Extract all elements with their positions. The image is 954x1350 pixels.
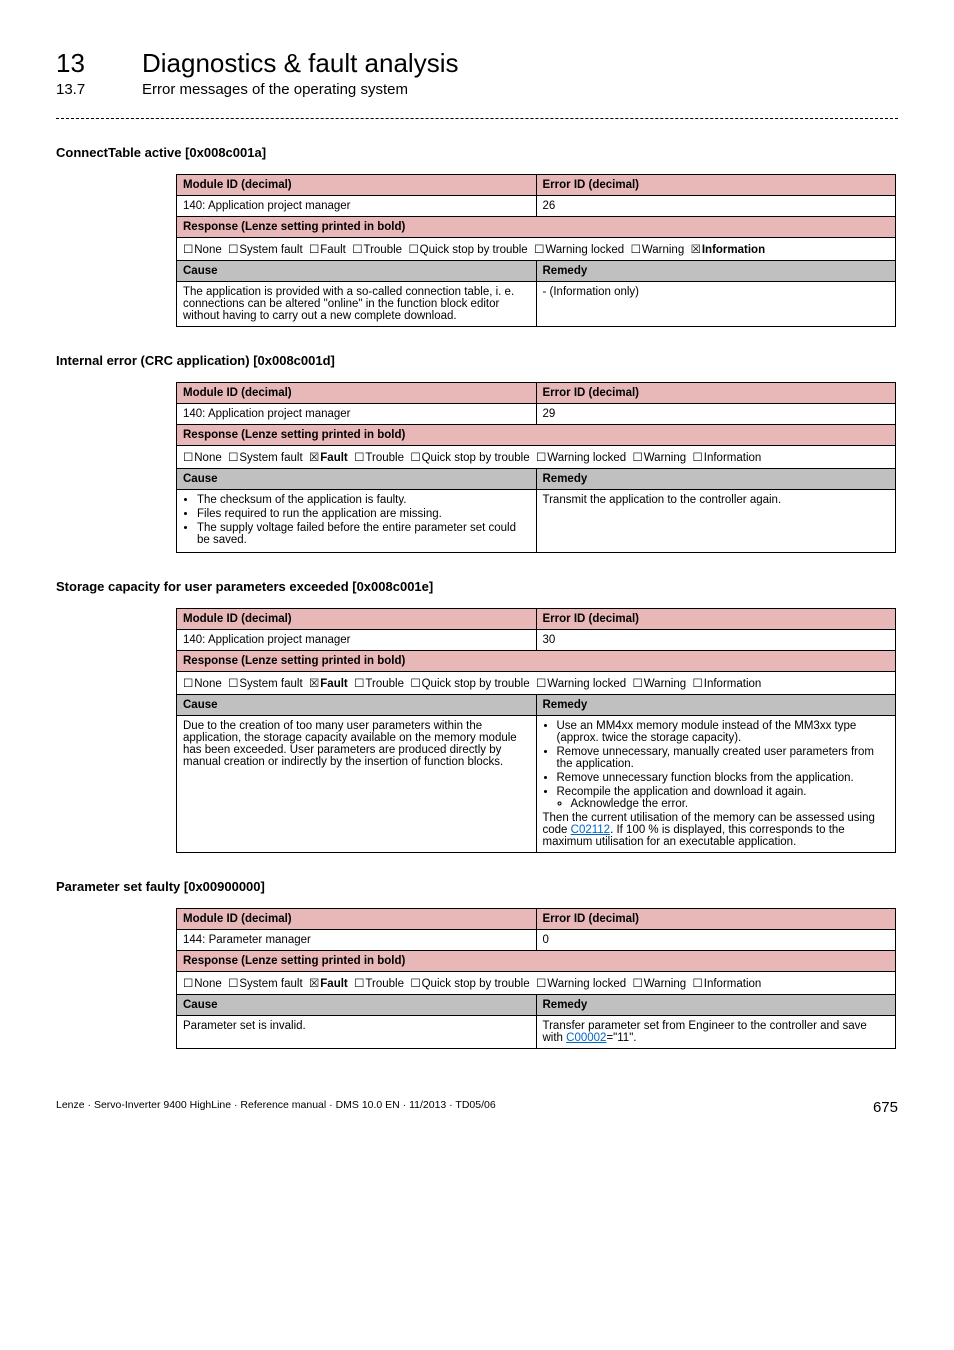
error-id-label: Error ID (decimal) <box>536 909 896 930</box>
code-link[interactable]: C00002 <box>566 1032 606 1044</box>
module-id-value: 144: Parameter manager <box>177 930 537 951</box>
subchapter-title: Error messages of the operating system <box>142 81 408 98</box>
module-id-label: Module ID (decimal) <box>177 383 537 404</box>
cause-label: Cause <box>177 469 537 490</box>
module-id-value: 140: Application project manager <box>177 196 537 217</box>
error-id-value: 0 <box>536 930 896 951</box>
response-options: ☐ None ☐ System fault ☐ Fault ☐ Trouble … <box>177 238 896 261</box>
module-id-label: Module ID (decimal) <box>177 609 537 630</box>
response-label: Response (Lenze setting printed in bold) <box>177 951 896 972</box>
error-table: Module ID (decimal)Error ID (decimal)144… <box>176 908 896 1049</box>
divider <box>56 118 898 119</box>
code-link[interactable]: C02112 <box>571 824 610 836</box>
remedy-label: Remedy <box>536 261 896 282</box>
error-heading: Storage capacity for user parameters exc… <box>56 579 898 594</box>
remedy-cell: Transfer parameter set from Engineer to … <box>536 1016 896 1049</box>
error-id-label: Error ID (decimal) <box>536 383 896 404</box>
module-id-value: 140: Application project manager <box>177 630 537 651</box>
remedy-cell: Transmit the application to the controll… <box>536 490 896 553</box>
response-options: ☐ None ☐ System fault ☒ Fault ☐ Trouble … <box>177 972 896 995</box>
remedy-cell: - (Information only) <box>536 282 896 327</box>
remedy-cell: Use an MM4xx memory module instead of th… <box>536 716 896 853</box>
error-id-label: Error ID (decimal) <box>536 609 896 630</box>
chapter-title: Diagnostics & fault analysis <box>142 48 458 79</box>
error-id-value: 26 <box>536 196 896 217</box>
error-heading: Parameter set faulty [0x00900000] <box>56 879 898 894</box>
cause-label: Cause <box>177 261 537 282</box>
response-options: ☐ None ☐ System fault ☒ Fault ☐ Trouble … <box>177 672 896 695</box>
remedy-label: Remedy <box>536 695 896 716</box>
error-table: Module ID (decimal)Error ID (decimal)140… <box>176 174 896 327</box>
cause-label: Cause <box>177 995 537 1016</box>
error-table: Module ID (decimal)Error ID (decimal)140… <box>176 608 896 853</box>
error-id-value: 29 <box>536 404 896 425</box>
error-id-label: Error ID (decimal) <box>536 175 896 196</box>
error-id-value: 30 <box>536 630 896 651</box>
cause-cell: The application is provided with a so-ca… <box>177 282 537 327</box>
cause-cell: Parameter set is invalid. <box>177 1016 537 1049</box>
error-heading: Internal error (CRC application) [0x008c… <box>56 353 898 368</box>
error-table: Module ID (decimal)Error ID (decimal)140… <box>176 382 896 553</box>
module-id-label: Module ID (decimal) <box>177 175 537 196</box>
module-id-label: Module ID (decimal) <box>177 909 537 930</box>
footer-text: Lenze · Servo-Inverter 9400 HighLine · R… <box>56 1099 496 1116</box>
chapter-number: 13 <box>56 48 142 79</box>
cause-cell: The checksum of the application is fault… <box>177 490 537 553</box>
subchapter-number: 13.7 <box>56 81 142 98</box>
response-label: Response (Lenze setting printed in bold) <box>177 217 896 238</box>
module-id-value: 140: Application project manager <box>177 404 537 425</box>
response-options: ☐ None ☐ System fault ☒ Fault ☐ Trouble … <box>177 446 896 469</box>
cause-cell: Due to the creation of too many user par… <box>177 716 537 853</box>
response-label: Response (Lenze setting printed in bold) <box>177 425 896 446</box>
error-heading: ConnectTable active [0x008c001a] <box>56 145 898 160</box>
response-label: Response (Lenze setting printed in bold) <box>177 651 896 672</box>
cause-label: Cause <box>177 695 537 716</box>
page-number: 675 <box>873 1099 898 1116</box>
remedy-label: Remedy <box>536 469 896 490</box>
remedy-label: Remedy <box>536 995 896 1016</box>
